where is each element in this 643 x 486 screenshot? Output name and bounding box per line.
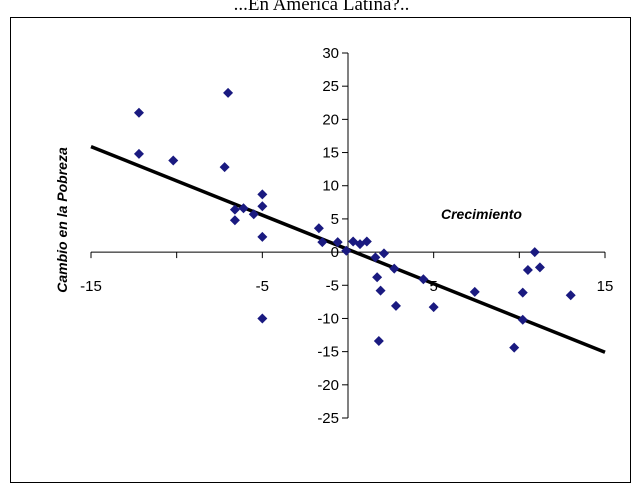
data-point [223, 87, 234, 98]
y-tick-label: -5 [326, 277, 339, 294]
data-point [341, 245, 352, 256]
y-tick-label: 25 [322, 78, 339, 95]
data-point [509, 342, 520, 353]
y-tick-label: 20 [322, 111, 339, 128]
x-tick-label: 5 [429, 278, 437, 295]
x-tick-label: -15 [80, 278, 102, 295]
data-point [248, 209, 259, 220]
y-axis-title: Cambio en la Pobreza [54, 147, 70, 293]
data-point [133, 107, 144, 118]
data-point [375, 285, 386, 296]
data-point [373, 336, 384, 347]
data-point [529, 247, 540, 258]
data-point [361, 236, 372, 247]
chart-title: ...En América Latina?.. [233, 0, 410, 15]
data-point [238, 203, 249, 214]
data-point [257, 231, 268, 242]
y-tick-label: -10 [317, 310, 339, 327]
x-tick-label: 15 [597, 278, 614, 295]
x-axis-title: Crecimiento [441, 206, 522, 222]
data-point [229, 204, 240, 215]
data-point [332, 237, 343, 248]
y-tick-label: 30 [322, 45, 339, 62]
points-layer [133, 87, 576, 353]
chart-frame [10, 17, 631, 483]
data-point [534, 262, 545, 273]
y-tick-label: -20 [317, 377, 339, 394]
y-tick-label: 0 [331, 244, 339, 261]
data-point [133, 148, 144, 159]
data-point [219, 162, 230, 173]
data-point [313, 223, 324, 234]
data-point [378, 248, 389, 259]
data-point [257, 189, 268, 200]
data-point [257, 313, 268, 324]
data-point [428, 302, 439, 313]
labels-layer: 30 25 20 15 10 5 0 -5 -10 -15 -20 -25 -15 -5 5 15 [80, 45, 613, 427]
y-tick-label: -25 [317, 410, 339, 427]
y-tick-label: -15 [317, 344, 339, 361]
data-point [168, 155, 179, 166]
data-point [257, 201, 268, 212]
data-point [522, 265, 533, 276]
data-point [390, 300, 401, 311]
data-point [517, 287, 528, 298]
data-point [317, 237, 328, 248]
data-point [565, 290, 576, 301]
y-tick-label: 5 [331, 211, 339, 228]
y-tick-label: 15 [322, 145, 339, 162]
data-point [229, 215, 240, 226]
data-point [389, 263, 400, 274]
axes [90, 52, 606, 419]
data-point [370, 252, 381, 263]
data-point [372, 272, 383, 283]
data-point [517, 314, 528, 325]
y-tick-label: 10 [322, 178, 339, 195]
x-tick-label: -5 [256, 278, 269, 295]
data-point [418, 274, 429, 285]
data-point [469, 286, 480, 297]
